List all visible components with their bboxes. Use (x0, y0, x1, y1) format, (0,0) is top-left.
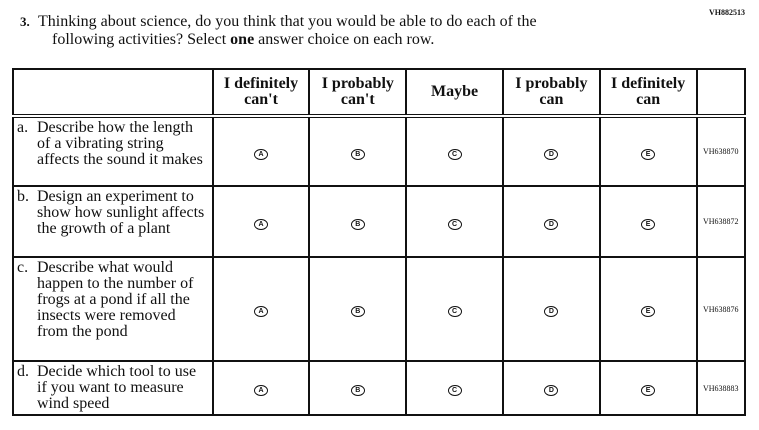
answer-bubble-e[interactable]: E (641, 218, 656, 230)
option-cell: E (598, 115, 698, 187)
option-cell: C (405, 185, 504, 258)
question-text: 3. Thinking about science, do you think t… (20, 13, 640, 49)
answer-bubble-c[interactable]: C (447, 306, 462, 317)
answer-bubble-b[interactable]: B (350, 385, 365, 396)
answer-bubble-a[interactable]: A (254, 148, 269, 160)
item-label: c. (17, 259, 29, 276)
table-row: b. Design an experiment to show how sunli… (12, 185, 747, 258)
option-cell: E (598, 360, 698, 416)
instruction-text-end: answer choice on each row. (254, 31, 435, 48)
header-row: I definitely can't I probably can't Mayb… (12, 68, 747, 117)
header-option: I definitely can't (211, 68, 311, 117)
header-id (695, 68, 747, 117)
question-line-1: Thinking about science, do you think tha… (38, 13, 537, 30)
option-cell: D (501, 360, 601, 416)
table-row: a. Describe how the length of a vibrating… (12, 115, 747, 187)
answer-bubble-c[interactable]: C (447, 385, 462, 396)
option-cell: E (598, 256, 698, 362)
option-cell: A (211, 115, 311, 187)
answer-bubble-c[interactable]: C (447, 218, 462, 230)
header-option: Maybe (405, 68, 504, 117)
answer-bubble-e[interactable]: E (641, 306, 656, 317)
response-grid: I definitely can't I probably can't Mayb… (12, 68, 747, 416)
table-row: c. Describe what would happen to the numb… (12, 256, 747, 362)
option-cell: B (308, 115, 408, 187)
option-cell: A (211, 256, 311, 362)
option-cell: A (211, 185, 311, 258)
item-label: d. (17, 363, 29, 380)
answer-bubble-e[interactable]: E (641, 148, 656, 160)
answer-bubble-c[interactable]: C (447, 148, 462, 160)
item-label: b. (17, 188, 29, 205)
answer-bubble-d[interactable]: D (544, 306, 559, 317)
item-id: VH638872 (695, 185, 747, 258)
item-cell: d. Decide which tool to use if you want t… (12, 360, 214, 416)
answer-bubble-a[interactable]: A (254, 385, 269, 396)
header-blank (12, 68, 214, 117)
option-cell: D (501, 115, 601, 187)
option-cell: B (308, 360, 408, 416)
item-text: Describe how the length of a vibrating s… (37, 119, 203, 168)
answer-bubble-d[interactable]: D (544, 148, 559, 160)
option-cell: C (405, 115, 504, 187)
question-line-2: following activities? Select one answer … (20, 31, 640, 49)
option-cell: E (598, 185, 698, 258)
answer-bubble-d[interactable]: D (544, 385, 559, 396)
item-cell: a. Describe how the length of a vibrating… (12, 115, 214, 187)
item-cell: b. Design an experiment to show how sunli… (12, 185, 214, 258)
answer-bubble-d[interactable]: D (544, 218, 559, 230)
answer-bubble-a[interactable]: A (254, 218, 269, 230)
option-cell: D (501, 185, 601, 258)
item-text: Design an experiment to show how sunligh… (37, 188, 205, 237)
option-cell: B (308, 185, 408, 258)
answer-bubble-a[interactable]: A (254, 306, 269, 317)
table-row: d. Decide which tool to use if you want t… (12, 360, 747, 416)
answer-bubble-e[interactable]: E (641, 385, 656, 396)
header-option: I probably can't (308, 68, 408, 117)
question-number: 3. (20, 14, 30, 29)
item-id: VH638876 (695, 256, 747, 362)
header-option: I definitely can (598, 68, 698, 117)
answer-bubble-b[interactable]: B (350, 306, 365, 317)
option-cell: C (405, 256, 504, 362)
option-cell: C (405, 360, 504, 416)
header-option: I probably can (501, 68, 601, 117)
item-cell: c. Describe what would happen to the numb… (12, 256, 214, 362)
option-cell: A (211, 360, 311, 416)
option-cell: B (308, 256, 408, 362)
item-id: VH638870 (695, 115, 747, 187)
item-label: a. (17, 119, 29, 136)
answer-bubble-b[interactable]: B (350, 218, 365, 230)
instruction-emphasis: one (230, 31, 255, 48)
item-text: Decide which tool to use if you want to … (37, 363, 197, 412)
item-id: VH638883 (695, 360, 747, 416)
instruction-text: following activities? Select (52, 31, 231, 48)
form-code: VH882513 (709, 8, 745, 17)
option-cell: D (501, 256, 601, 362)
answer-bubble-b[interactable]: B (350, 148, 365, 160)
item-text: Describe what would happen to the number… (37, 259, 194, 340)
